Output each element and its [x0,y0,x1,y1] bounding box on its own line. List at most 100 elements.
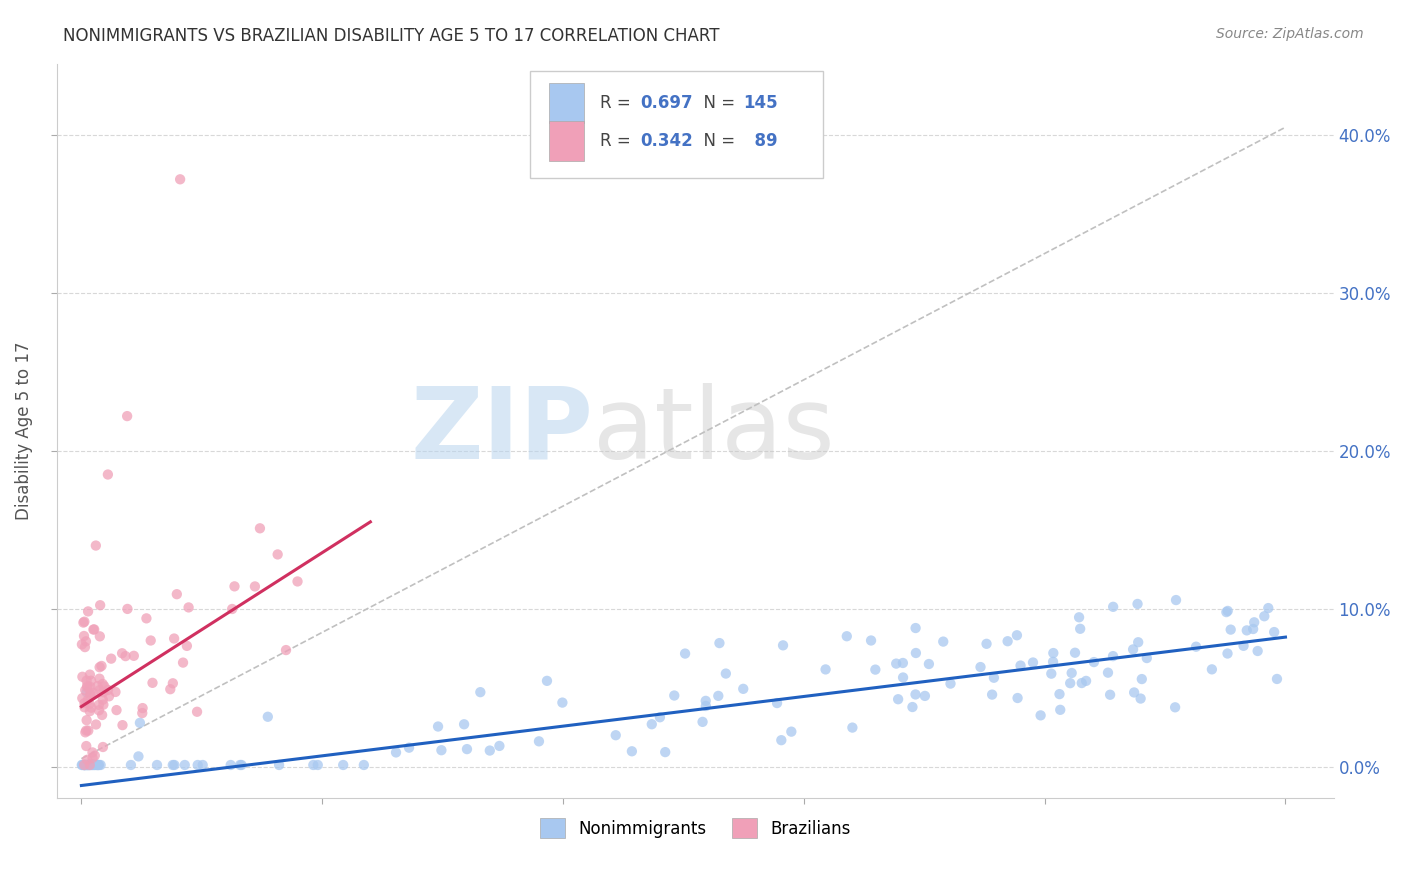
Point [159,682,181,697]
Point [93,679,115,693]
Point [1060,665,1083,680]
Point [83,758,105,772]
Point [1040,666,1063,681]
Point [1265,672,1288,686]
Point [904,621,927,635]
Point [73,758,96,772]
Point [91,677,114,691]
Point [891,671,914,685]
Point [1164,593,1187,607]
Point [914,689,936,703]
Y-axis label: Disability Age 5 to 17: Disability Age 5 to 17 [15,342,32,520]
Point [1241,622,1264,636]
Point [1083,655,1105,669]
Point [398,740,420,755]
Point [141,676,163,690]
Point [131,706,153,720]
Point [89,683,111,698]
Point [76,713,98,727]
Point [97,467,120,482]
Point [221,602,243,616]
Point [70,758,93,772]
Point [82,758,104,772]
Point [73,629,96,643]
Point [75,683,97,698]
Point [673,647,696,661]
Point [901,700,924,714]
Point [1136,651,1159,665]
Point [814,662,837,676]
Point [1097,665,1119,680]
Point [79,667,101,681]
Text: 0.697: 0.697 [641,94,693,112]
Point [97,683,120,698]
Point [79,689,101,703]
Point [91,739,114,754]
Point [91,708,114,723]
Point [76,693,98,707]
Point [1059,676,1081,690]
Point [1007,691,1029,706]
Point [256,710,278,724]
Point [976,637,998,651]
Point [104,685,127,699]
Point [1257,601,1279,615]
Point [307,758,329,772]
Point [115,409,138,423]
Point [478,743,501,757]
Point [76,673,98,688]
Point [229,758,252,772]
Point [77,758,100,772]
Point [75,723,97,738]
Point [75,758,97,772]
Point [89,660,111,674]
Point [111,718,134,732]
Point [884,657,907,671]
Point [1005,628,1028,642]
Point [887,692,910,706]
Point [932,634,955,648]
Point [82,758,104,772]
Point [243,579,266,593]
Point [166,587,188,601]
Point [641,717,664,731]
Point [332,758,354,772]
Legend: Nonimmigrants, Brazilians: Nonimmigrants, Brazilians [534,811,858,845]
Point [939,676,962,690]
Point [969,660,991,674]
Point [1102,599,1125,614]
Point [981,688,1004,702]
Point [131,701,153,715]
Text: ZIP: ZIP [411,383,593,480]
Point [353,758,375,772]
Point [105,703,128,717]
Point [453,717,475,731]
Point [664,689,686,703]
Point [72,615,94,630]
Point [733,681,755,696]
Point [1263,625,1285,640]
Point [77,723,100,738]
Point [1253,609,1275,624]
Point [456,742,478,756]
Point [488,739,510,753]
Point [302,758,325,772]
FancyBboxPatch shape [548,83,585,123]
Point [79,704,101,718]
Point [714,666,737,681]
Point [87,698,110,712]
Point [86,679,108,693]
Point [83,623,105,637]
Point [162,758,184,772]
Point [76,679,98,693]
Text: atlas: atlas [593,383,835,480]
Point [1049,687,1071,701]
Point [82,757,104,772]
Point [76,680,98,694]
Point [860,633,883,648]
Point [76,758,98,772]
Point [146,758,169,772]
Text: Source: ZipAtlas.com: Source: ZipAtlas.com [1216,27,1364,41]
Point [1201,662,1223,676]
Point [1074,673,1097,688]
